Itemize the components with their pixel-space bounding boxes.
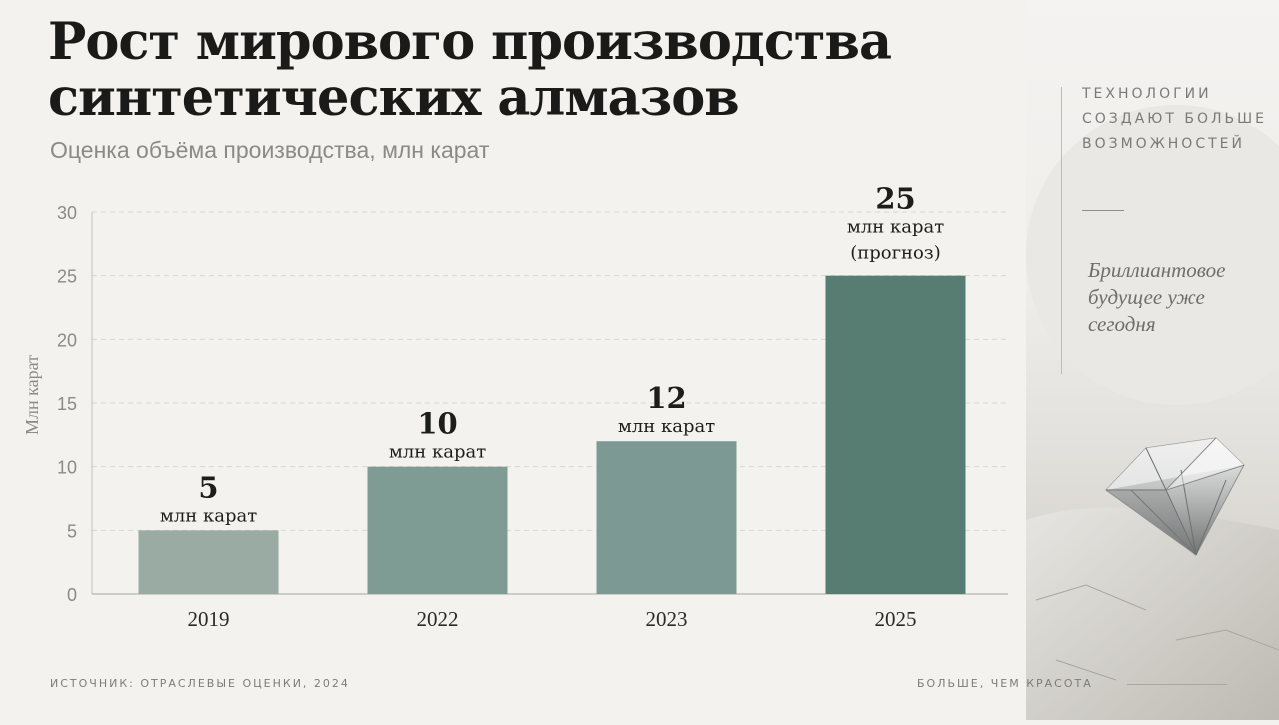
x-tick-label: 2022 <box>417 607 459 631</box>
sidebar-caption: ТЕХНОЛОГИИ СОЗДАЮТ БОЛЬШЕ ВОЗМОЖНОСТЕЙ <box>1082 86 1267 152</box>
data-label-value: 12 <box>646 381 686 415</box>
data-label-unit: млн карат <box>847 217 944 238</box>
y-tick-label: 10 <box>57 458 77 478</box>
y-axis-label: Млн карат <box>22 355 42 435</box>
y-tick-label: 20 <box>57 330 77 350</box>
y-tick-label: 0 <box>67 585 77 605</box>
source-note: ИСТОЧНИК: ОТРАСЛЕВЫЕ ОЦЕНКИ, 2024 <box>50 677 350 690</box>
sidebar-dash <box>1082 210 1124 211</box>
y-tick-label: 5 <box>67 521 77 541</box>
diamond-photo <box>1026 0 1279 720</box>
y-tick-label: 15 <box>57 394 77 414</box>
bar-2022 <box>367 466 508 594</box>
sidebar-divider <box>1061 87 1062 374</box>
data-label-value: 10 <box>417 407 457 441</box>
data-label-unit: млн карат <box>618 416 715 437</box>
bar-2023 <box>596 441 737 594</box>
y-tick-label: 25 <box>57 267 77 287</box>
data-label-unit: млн карат <box>160 505 257 526</box>
page-subtitle: Оценка объёма производства, млн карат <box>50 137 490 163</box>
sidebar-tagline: Бриллиантовое будущее уже сегодня <box>1088 258 1226 336</box>
bar-2025 <box>825 275 966 594</box>
data-label-value: 25 <box>875 182 915 216</box>
y-tick-label: 30 <box>57 203 77 223</box>
footer-rule <box>1127 684 1227 685</box>
data-label-note: (прогноз) <box>850 243 940 264</box>
x-tick-label: 2019 <box>188 607 230 631</box>
page-title: Рост мирового производства синтетических… <box>48 12 892 128</box>
data-label-unit: млн карат <box>389 442 486 463</box>
data-label-value: 5 <box>198 470 218 504</box>
x-tick-label: 2023 <box>646 607 688 631</box>
diamond-icon <box>1026 105 1279 720</box>
footer-slogan: БОЛЬШЕ, ЧЕМ КРАСОТА <box>917 677 1093 690</box>
x-tick-label: 2025 <box>875 607 917 631</box>
bar-2019 <box>138 530 279 594</box>
